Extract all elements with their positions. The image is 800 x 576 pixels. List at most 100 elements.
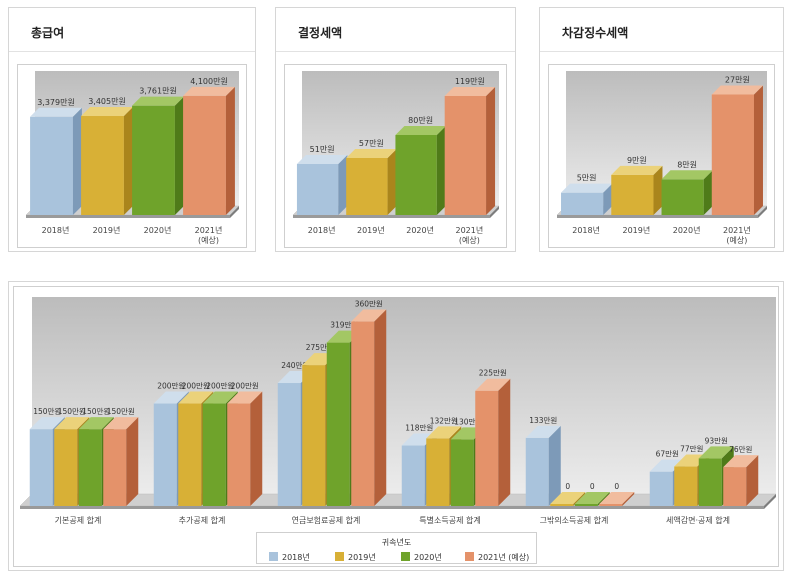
data-label: 119만원 <box>455 77 485 86</box>
chart-frame: 3,379만원 2018년 3,405만원 2019년 3,761만원 2020년 4,10… <box>17 64 247 248</box>
data-label: 130만원 <box>454 417 482 426</box>
bar-1 <box>81 107 133 215</box>
bar-top <box>103 417 139 430</box>
tick-label: (예상) <box>198 235 219 245</box>
legend-label: 2018년 <box>282 553 310 562</box>
panel-deductions: 150만원 150만원 150만원 150만원 기본공제 합계 200만원 200만원 200… <box>8 281 784 571</box>
data-label: 3,379만원 <box>37 98 75 107</box>
legend-swatch-2020 <box>401 552 410 561</box>
bar-3 <box>711 85 763 215</box>
legend-swatch-2019 <box>335 552 344 561</box>
data-label: 275만원 <box>306 343 334 352</box>
total-salary-chart: 3,379만원 2018년 3,405만원 2019년 3,761만원 2020년 4,10… <box>25 71 240 245</box>
bar-front <box>450 439 474 506</box>
data-label: 93만원 <box>705 436 728 445</box>
panel-total-salary: 총급여 3,379만원 2018년 3,405만원 2019년 3,761만원 2020년… <box>8 7 256 252</box>
data-label: 5만원 <box>577 174 597 183</box>
bar-front <box>277 383 301 506</box>
tick-label: 2020년 <box>144 225 172 235</box>
bar-front <box>183 95 226 215</box>
bar-top <box>723 455 759 468</box>
bar-side <box>746 455 759 506</box>
bar-side <box>548 425 561 506</box>
panel-title: 결정세액 <box>276 8 515 52</box>
bar-front <box>103 429 127 506</box>
bar-front <box>426 438 450 506</box>
chart-floor-edge-side <box>490 206 499 218</box>
bar-1 <box>611 165 663 215</box>
legend-item-2020: 2020년 <box>401 552 442 563</box>
bar-top <box>30 107 82 117</box>
panel-title: 총급여 <box>9 8 255 52</box>
tick-label: 2018년 <box>42 225 70 235</box>
data-label: 67만원 <box>656 450 679 459</box>
bar-side <box>486 87 496 215</box>
bar-front <box>30 116 73 215</box>
bar-front <box>561 192 604 215</box>
bar-top <box>649 459 685 472</box>
determined-tax-chart: 51만원 2018년 57만원 2019년 80만원 2020년 119만원 2021년(예상… <box>292 71 500 245</box>
bar-top <box>202 391 238 404</box>
bar-1-3 <box>227 391 263 506</box>
bar-side <box>225 86 235 215</box>
legend-swatch-2021 <box>465 552 474 561</box>
tick-label: 2018년 <box>572 225 600 235</box>
data-label: 133만원 <box>529 416 557 425</box>
data-label: 200만원 <box>157 382 185 391</box>
bar-side <box>338 155 348 215</box>
panel-deducted-tax: 차감징수세액 5만원 2018년 9만원 2019년 8만원 2020년 27만원 2021년… <box>539 7 784 252</box>
bar-front <box>525 437 549 506</box>
data-label: 150만원 <box>107 407 135 416</box>
data-label: 200만원 <box>182 382 210 391</box>
chart-floor-edge <box>26 215 230 218</box>
chart-frame: 51만원 2018년 57만원 2019년 80만원 2020년 119만원 2021년 (예상… <box>284 64 507 248</box>
bar-front <box>78 429 102 506</box>
bar-side <box>123 107 133 215</box>
tick-label: (예상) <box>459 235 480 245</box>
data-label: 360만원 <box>355 300 383 309</box>
data-label: 76만원 <box>729 445 752 454</box>
bar-front <box>401 445 425 506</box>
legend-swatch-2018 <box>269 552 278 561</box>
bar-top <box>475 378 511 391</box>
data-label: 150만원 <box>58 407 86 416</box>
bar-front <box>346 158 388 215</box>
data-label: 9만원 <box>627 156 647 165</box>
bar-0 <box>296 155 348 215</box>
bar-5-3 <box>723 455 759 506</box>
data-label: 200만원 <box>206 382 234 391</box>
data-label: 225만원 <box>479 369 507 378</box>
bar-top <box>78 417 114 430</box>
bar-front <box>81 116 124 215</box>
data-label: 0 <box>565 482 570 491</box>
data-label: 319만원 <box>330 321 358 330</box>
bar-side <box>436 126 446 215</box>
bar-front <box>202 403 226 506</box>
bar-front <box>302 365 326 506</box>
bar-top <box>183 86 235 96</box>
tick-label: 추가공제 합계 <box>179 515 226 525</box>
chart-floor-edge <box>20 506 764 509</box>
chart-floor-edge-side <box>764 494 776 509</box>
data-label: 3,405만원 <box>88 97 126 106</box>
bar-top <box>395 126 446 135</box>
bar-top <box>346 149 397 158</box>
bar-2 <box>395 126 446 215</box>
bar-front <box>611 174 654 215</box>
bar-3 <box>444 87 496 215</box>
bar-3-3 <box>475 378 511 506</box>
bar-side <box>387 149 397 215</box>
chart-frame: 150만원 150만원 150만원 150만원 기본공제 합계 200만원 200만원 200… <box>13 286 779 567</box>
data-label: 57만원 <box>359 139 384 148</box>
bar-top <box>550 492 586 504</box>
bar-front <box>395 135 437 215</box>
data-label: 8만원 <box>677 160 697 169</box>
chart-floor-edge <box>293 215 490 218</box>
data-label: 80만원 <box>408 116 433 125</box>
bar-top <box>574 492 610 504</box>
bar-front <box>178 403 202 506</box>
bar-side <box>250 391 263 506</box>
bar-front <box>351 321 375 506</box>
bar-front <box>550 504 574 506</box>
bar-front <box>132 105 175 215</box>
